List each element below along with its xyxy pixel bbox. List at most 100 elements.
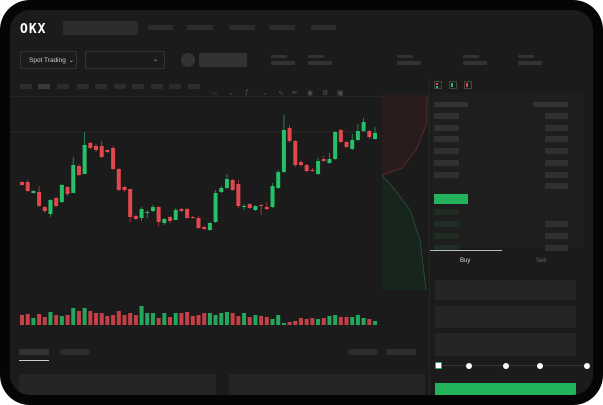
candle-body	[31, 191, 36, 193]
ask-price	[434, 113, 459, 119]
tab-sell[interactable]: Sell	[536, 258, 547, 264]
volume-bar	[196, 315, 201, 325]
volume-bar	[253, 315, 258, 325]
candle-body	[94, 146, 99, 150]
candle-body	[276, 172, 281, 188]
volume-bar	[82, 308, 87, 325]
ruler-icon[interactable]: ✏	[292, 90, 298, 97]
stat-value	[271, 61, 295, 65]
timeframe-button[interactable]	[95, 84, 107, 89]
tab-buy[interactable]: Buy	[460, 258, 471, 264]
bid-amount	[545, 233, 568, 239]
slider-step[interactable]	[584, 363, 590, 369]
candle-body	[327, 159, 332, 163]
timeframe-button[interactable]	[20, 84, 32, 89]
settings-icon[interactable]: ⚙	[322, 90, 329, 97]
candle-body	[298, 162, 303, 165]
slider-track[interactable]	[439, 365, 587, 366]
nav-item[interactable]	[148, 25, 173, 30]
line-type-icon[interactable]: 〰	[211, 91, 218, 98]
nav-item[interactable]	[311, 25, 336, 30]
ask-price	[434, 148, 459, 154]
nav-item[interactable]	[229, 25, 255, 30]
stat-value	[518, 61, 542, 65]
ask-amount	[545, 125, 568, 131]
volume-bar	[179, 313, 184, 325]
timeframe-button[interactable]	[188, 84, 200, 89]
amount-input[interactable]	[435, 306, 576, 328]
volume-bar	[327, 316, 332, 325]
volume-bar	[162, 313, 167, 325]
volume-bar	[54, 315, 59, 325]
filter-button[interactable]	[386, 349, 416, 355]
volume-bar	[316, 319, 321, 325]
price-input[interactable]	[435, 280, 576, 300]
slider-step[interactable]	[503, 363, 509, 369]
buy-button[interactable]	[435, 383, 576, 395]
indicator-icon[interactable]: ƒ	[245, 89, 249, 96]
bid-amount	[545, 245, 568, 251]
candle-body	[82, 145, 87, 174]
market-selector[interactable]: Spot Trading ⌄	[20, 51, 77, 69]
nav-item[interactable]	[269, 25, 295, 30]
ask-amount	[545, 148, 568, 154]
ask-amount	[545, 113, 568, 119]
fullscreen-icon[interactable]: ▣	[337, 90, 344, 97]
bid-amount	[545, 221, 568, 227]
candle-body	[338, 130, 343, 142]
volume-bar	[367, 319, 372, 325]
bid-price	[434, 209, 459, 215]
filter-button[interactable]	[348, 349, 378, 355]
slider-handle[interactable]	[435, 362, 442, 369]
bid-price	[434, 233, 459, 239]
slider-step[interactable]	[466, 363, 472, 369]
candle-body	[162, 219, 167, 223]
timeframe-button[interactable]	[132, 84, 144, 89]
ask-price	[434, 136, 459, 142]
total-input[interactable]	[435, 333, 576, 356]
volume-bar	[71, 308, 76, 325]
candle-body	[20, 182, 24, 185]
timeframe-button[interactable]	[38, 84, 50, 89]
timeframe-button[interactable]	[57, 84, 69, 89]
orderbook-asks-icon[interactable]	[464, 81, 472, 89]
ask-amount	[545, 160, 568, 166]
depth-bids-area	[382, 175, 426, 290]
volume-bar	[293, 321, 298, 325]
candle-body	[344, 142, 349, 147]
volume-bar	[122, 315, 127, 325]
timeframe-button[interactable]	[114, 84, 126, 89]
volume-bar	[173, 313, 178, 325]
camera-icon[interactable]: ◉	[307, 90, 314, 97]
candlestick-chart[interactable]	[10, 10, 430, 340]
candle-body	[304, 165, 309, 171]
volume-bar	[65, 315, 70, 325]
orderbook-both-icon[interactable]	[434, 81, 442, 89]
ask-price	[434, 160, 459, 166]
tab-order-history[interactable]	[60, 349, 90, 355]
timeframe-button[interactable]	[77, 84, 89, 89]
volume-bar	[276, 315, 281, 325]
orderbook-header	[533, 102, 568, 107]
chevron-down-icon[interactable]: ⌄	[228, 90, 234, 97]
orderbook-bids-icon[interactable]	[449, 81, 457, 89]
last-price	[434, 194, 468, 204]
candle-body	[213, 193, 218, 222]
wave-icon[interactable]: ∿	[278, 90, 284, 97]
volume-bar	[333, 315, 338, 325]
tab-open-orders[interactable]	[19, 349, 49, 355]
volume-bar	[281, 323, 286, 325]
volume-bar	[190, 316, 195, 325]
search-box[interactable]	[63, 21, 138, 35]
slider-step[interactable]	[537, 363, 543, 369]
okx-logo[interactable]: OKX	[20, 22, 47, 37]
timeframe-button[interactable]	[169, 84, 181, 89]
nav-item[interactable]	[187, 25, 213, 30]
pair-selector[interactable]: ⌄	[85, 51, 165, 69]
timeframe-button[interactable]	[151, 84, 163, 89]
volume-bar	[304, 319, 309, 325]
orderbook-header	[434, 102, 468, 107]
candle-body	[145, 212, 150, 213]
chevron-down-icon[interactable]: ⌄	[262, 90, 268, 97]
